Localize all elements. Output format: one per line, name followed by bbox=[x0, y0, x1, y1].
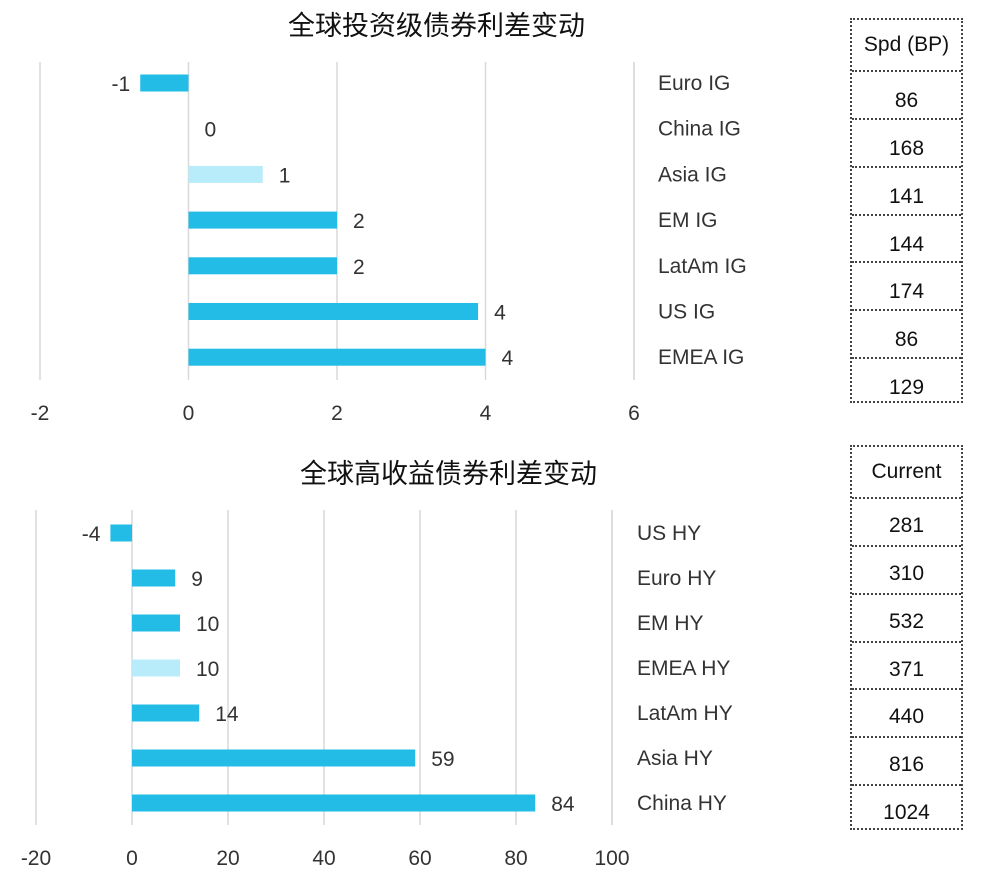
hy-category-label: EM HY bbox=[637, 612, 704, 635]
hy-bar bbox=[132, 569, 176, 587]
ig-tick-label: 6 bbox=[628, 402, 640, 425]
ig-bar bbox=[188, 165, 263, 183]
hy-value-label: 84 bbox=[551, 793, 575, 816]
hy-bar bbox=[110, 524, 132, 542]
ig-category-label: US IG bbox=[658, 301, 715, 324]
ig-category-label: LatAm IG bbox=[658, 255, 747, 278]
hy-tick-label: 60 bbox=[408, 847, 431, 870]
hy-value-label: 9 bbox=[191, 568, 203, 591]
ig-table-cell: 144 bbox=[852, 213, 961, 262]
hy-table-cell: 440 bbox=[852, 688, 961, 736]
ig-table-header: Spd (BP) bbox=[863, 33, 950, 56]
hy-category-label: EMEA HY bbox=[637, 657, 730, 680]
hy-bar bbox=[132, 749, 416, 767]
ig-category-label: EMEA IG bbox=[658, 346, 744, 369]
ig-table-cell: 86 bbox=[852, 70, 961, 118]
hy-table-cell: 1024 bbox=[852, 784, 961, 832]
hy-category-label: LatAm HY bbox=[637, 702, 733, 725]
ig-value-label: -1 bbox=[112, 73, 131, 96]
hy-bar bbox=[132, 704, 200, 722]
hy-table-cell: 310 bbox=[852, 544, 961, 593]
hy-tick-label: 20 bbox=[216, 847, 239, 870]
ig-value-label: 2 bbox=[353, 256, 365, 279]
hy-category-label: Euro HY bbox=[637, 567, 716, 590]
ig-category-label: Euro IG bbox=[658, 72, 730, 95]
ig-spread-table: Spd (BP) 86 168 141 144 174 86 129 bbox=[850, 18, 963, 403]
ig-tick-label: 4 bbox=[480, 402, 492, 425]
ig-bar bbox=[188, 257, 337, 275]
hy-table-cell: 532 bbox=[852, 592, 961, 641]
ig-table-cell: 174 bbox=[852, 261, 961, 309]
hy-tick-label: -20 bbox=[21, 847, 51, 870]
hy-spread-table: Current 281 310 532 371 440 816 1024 bbox=[850, 445, 963, 830]
ig-value-label: 2 bbox=[353, 210, 365, 233]
ig-tick-label: 2 bbox=[331, 402, 343, 425]
hy-value-label: 10 bbox=[196, 613, 219, 636]
hy-tick-label: 40 bbox=[312, 847, 335, 870]
hy-bar bbox=[132, 794, 536, 812]
ig-table-cell: 86 bbox=[852, 309, 961, 357]
ig-chart-title: 全球投资级债券利差变动 bbox=[288, 11, 585, 42]
ig-category-label: EM IG bbox=[658, 209, 718, 232]
hy-table-cell: 371 bbox=[852, 640, 961, 689]
ig-bar bbox=[188, 303, 479, 320]
ig-value-label: 4 bbox=[502, 347, 514, 370]
ig-bar bbox=[188, 348, 486, 366]
hy-tick-label: 80 bbox=[504, 847, 527, 870]
hy-bar bbox=[132, 614, 180, 632]
hy-table-header: Current bbox=[871, 460, 942, 483]
ig-value-label: 4 bbox=[494, 302, 506, 325]
hy-chart-title: 全球高收益债券利差变动 bbox=[300, 459, 597, 490]
hy-table-cell: 281 bbox=[852, 497, 961, 545]
hy-category-label: Asia HY bbox=[637, 747, 713, 770]
ig-bar bbox=[140, 74, 189, 92]
ig-tick-label: 0 bbox=[183, 402, 195, 425]
ig-value-label: 1 bbox=[279, 164, 291, 187]
hy-category-label: US HY bbox=[637, 522, 701, 545]
hy-value-label: 10 bbox=[196, 658, 219, 681]
hy-tick-label: 100 bbox=[594, 847, 629, 870]
ig-bar bbox=[188, 211, 337, 229]
ig-table-cell: 129 bbox=[852, 357, 961, 405]
ig-category-label: Asia IG bbox=[658, 163, 727, 186]
hy-bar bbox=[132, 659, 180, 677]
ig-value-label: 0 bbox=[205, 119, 217, 142]
hy-tick-label: 0 bbox=[126, 847, 138, 870]
hy-value-label: 14 bbox=[215, 703, 239, 726]
hy-table-cell: 816 bbox=[852, 736, 961, 784]
ig-table-cell: 141 bbox=[852, 165, 961, 214]
hy-value-label: -4 bbox=[82, 523, 101, 546]
ig-category-label: China IG bbox=[658, 118, 741, 141]
hy-category-label: China HY bbox=[637, 792, 727, 815]
ig-tick-label: -2 bbox=[31, 402, 50, 425]
ig-table-cell: 168 bbox=[852, 117, 961, 166]
hy-value-label: 59 bbox=[431, 748, 454, 771]
